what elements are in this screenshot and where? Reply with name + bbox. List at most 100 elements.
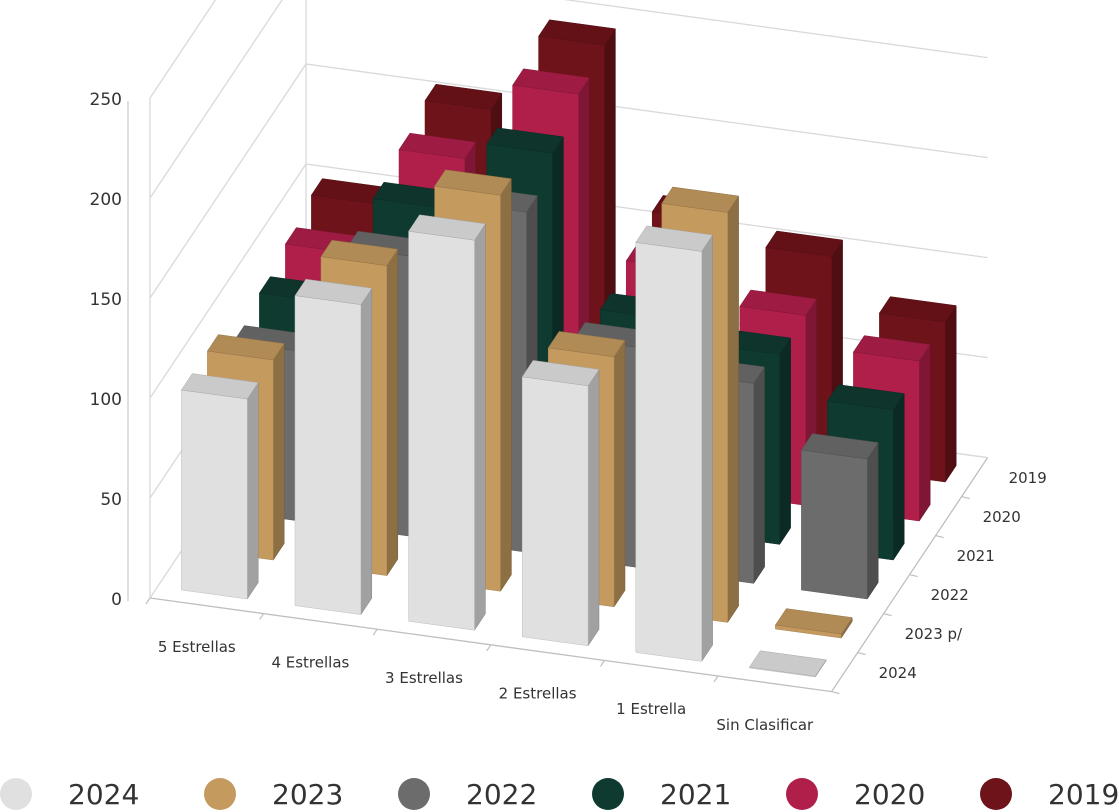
legend-label: 2019 <box>1048 777 1119 811</box>
bar-top <box>852 335 931 362</box>
bar-front <box>294 295 362 615</box>
bar-side <box>360 287 373 616</box>
chart-3d-bar: 0 50 100 150 200 250 5 Estrellas 4 Estrellas 3 E… <box>90 0 1047 734</box>
bar-2024-0 <box>180 373 259 600</box>
bar-side <box>779 337 791 546</box>
bar-top <box>748 650 827 677</box>
category-label: 1 Estrella <box>616 700 686 718</box>
category-tick <box>486 644 492 652</box>
bar-side <box>386 248 399 577</box>
bar-side <box>701 234 713 663</box>
gridline <box>149 0 988 199</box>
legend-label: 2022 <box>466 777 538 811</box>
gridline <box>149 63 988 299</box>
depth-tick <box>883 613 892 617</box>
category-tick <box>372 628 378 636</box>
bar-top <box>765 230 844 257</box>
legend-label: 2023 <box>272 777 344 811</box>
tick-labels: 0 50 100 150 200 250 5 Estrellas 4 Estrellas 3 E… <box>90 90 1047 734</box>
bar-top <box>826 384 905 411</box>
category-label: 5 Estrellas <box>158 638 236 656</box>
bar-top <box>878 296 957 323</box>
legend-swatch <box>398 778 430 810</box>
bar-2024-5 <box>748 650 827 678</box>
legend-swatch <box>786 778 818 810</box>
legend-swatch <box>980 778 1012 810</box>
bar-top <box>294 278 373 305</box>
depth-tick <box>831 691 840 695</box>
bar-side <box>500 177 512 593</box>
bar-front <box>408 230 475 631</box>
bar-front <box>181 389 248 600</box>
bar-top <box>408 214 486 241</box>
depth-tick <box>857 652 866 656</box>
bar-top <box>320 239 399 266</box>
depth-label: 2023 p/ <box>905 625 963 643</box>
bar-top <box>206 334 285 361</box>
category-tick <box>713 675 719 683</box>
bar-side <box>867 441 879 600</box>
legend-swatch <box>204 778 236 810</box>
bar-side <box>893 392 905 561</box>
legend: 2024 2023 2022 2021 2020 2019 <box>0 776 1119 812</box>
category-label: Sin Clasificar <box>716 716 814 734</box>
axes <box>127 101 989 695</box>
bar-side <box>474 222 486 632</box>
bar-top <box>424 83 503 110</box>
bars <box>180 19 957 678</box>
bar-front <box>635 242 702 662</box>
y-tick-label: 50 <box>100 490 122 510</box>
bar-2024-2 <box>408 214 486 632</box>
bar-side <box>919 343 931 522</box>
category-label: 4 Estrellas <box>271 653 349 671</box>
bar-top <box>521 360 600 387</box>
bar-2023-5 <box>774 608 853 639</box>
bar-side <box>727 195 739 624</box>
bar-top <box>398 132 477 159</box>
depth-label: 2020 <box>983 508 1021 526</box>
category-label: 3 Estrellas <box>385 669 463 687</box>
bar-front <box>801 449 868 600</box>
legend-item-2023: 2023 <box>204 776 343 812</box>
y-tick-label: 200 <box>90 190 122 210</box>
bar-side <box>945 304 957 483</box>
bar-top <box>180 373 259 400</box>
category-tick <box>145 597 151 605</box>
legend-swatch <box>592 778 624 810</box>
bar-top <box>486 127 564 154</box>
bar-top <box>538 19 616 46</box>
bar-top <box>774 608 853 635</box>
depth-label: 2022 <box>931 586 969 604</box>
legend-swatch <box>0 778 32 810</box>
bar-top <box>661 186 740 213</box>
bar-top <box>547 331 626 358</box>
y-tick-label: 150 <box>90 290 122 310</box>
bar-side <box>247 381 259 600</box>
bar-side <box>273 342 285 561</box>
y-tick-label: 100 <box>90 390 122 410</box>
depth-tick <box>909 574 918 578</box>
legend-label: 2024 <box>68 777 140 811</box>
gridline <box>149 163 988 399</box>
category-tick <box>259 613 265 620</box>
bar-top <box>512 68 590 95</box>
y-tick-label: 0 <box>111 590 122 610</box>
category-label: 2 Estrellas <box>499 685 577 703</box>
bar-side <box>587 368 600 647</box>
legend-label: 2020 <box>854 777 926 811</box>
depth-tick <box>961 496 970 500</box>
bar-top <box>434 169 512 196</box>
bar-top <box>739 289 818 316</box>
legend-item-2022: 2022 <box>398 776 537 812</box>
depth-label: 2021 <box>957 547 995 565</box>
bar-side <box>753 366 765 585</box>
legend-item-2021: 2021 <box>592 776 731 812</box>
bar-2024-4 <box>635 225 714 663</box>
depth-tick <box>935 535 944 539</box>
gridline <box>149 0 217 99</box>
bar-top <box>800 433 879 460</box>
bar-2024-1 <box>294 278 373 616</box>
legend-label: 2021 <box>660 777 732 811</box>
depth-label: 2019 <box>1009 469 1047 487</box>
depth-label: 2024 <box>879 664 917 682</box>
